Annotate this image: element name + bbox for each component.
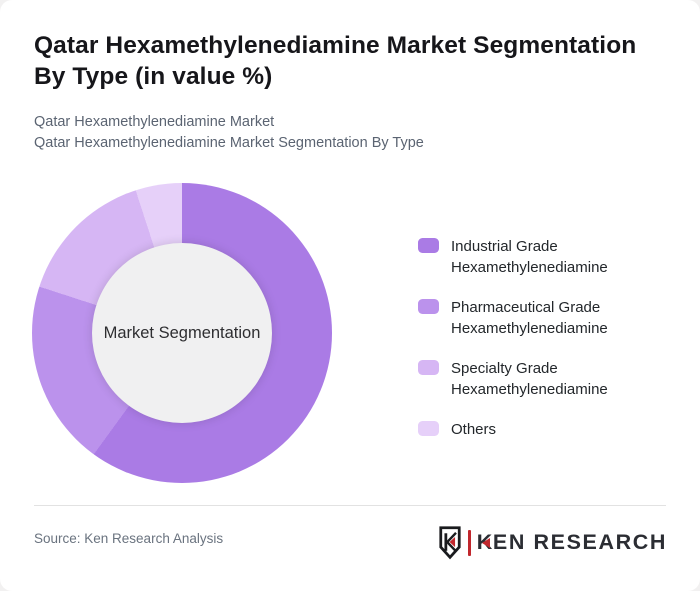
logo-red-triangle-icon bbox=[481, 537, 490, 548]
donut-center-label: Market Segmentation bbox=[103, 323, 261, 342]
page-title: Qatar Hexamethylenediamine Market Segmen… bbox=[34, 30, 636, 92]
legend-label: Others bbox=[451, 421, 497, 438]
logo-rest-text: EN RESEARCH bbox=[492, 530, 667, 554]
logo-wordmark: K EN RESEARCH bbox=[477, 530, 667, 555]
legend-swatch-icon bbox=[418, 299, 439, 314]
page-subtitle-line2: Qatar Hexamethylenediamine Market Segmen… bbox=[34, 135, 424, 151]
legend-item[interactable]: Specialty Grade Hexamethylenediamine bbox=[418, 358, 646, 400]
ken-research-shield-icon bbox=[439, 526, 461, 560]
chart-legend: Industrial Grade Hexamethylenediamine Pha… bbox=[418, 236, 646, 440]
page-subtitle-line1: Qatar Hexamethylenediamine Market bbox=[34, 114, 275, 130]
legend-label: Pharmaceutical Grade Hexamethylenediamin… bbox=[451, 299, 608, 337]
page-subtitle: Qatar Hexamethylenediamine Market Qatar … bbox=[34, 112, 424, 154]
ken-research-logo: K EN RESEARCH bbox=[438, 525, 667, 560]
donut-chart: Market Segmentation bbox=[32, 183, 332, 483]
legend-label: Industrial Grade Hexamethylenediamine bbox=[451, 238, 608, 276]
footer-divider bbox=[34, 505, 666, 506]
legend-swatch-icon bbox=[418, 238, 439, 253]
legend-swatch-icon bbox=[418, 360, 439, 375]
logo-divider-bar bbox=[467, 529, 471, 556]
legend-label: Specialty Grade Hexamethylenediamine bbox=[451, 360, 608, 398]
legend-item[interactable]: Others bbox=[418, 419, 646, 440]
legend-item[interactable]: Industrial Grade Hexamethylenediamine bbox=[418, 236, 646, 278]
donut-center: Market Segmentation bbox=[92, 243, 272, 423]
legend-item[interactable]: Pharmaceutical Grade Hexamethylenediamin… bbox=[418, 297, 646, 339]
page-title-line1: Qatar Hexamethylenediamine Market Segmen… bbox=[34, 32, 637, 59]
source-note: Source: Ken Research Analysis bbox=[34, 531, 224, 546]
page-title-line2: By Type (in value %) bbox=[34, 63, 273, 90]
legend-swatch-icon bbox=[418, 421, 439, 436]
